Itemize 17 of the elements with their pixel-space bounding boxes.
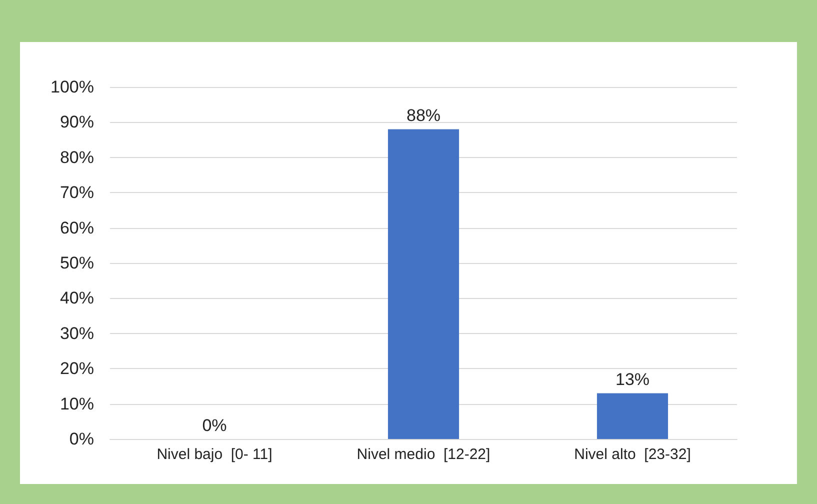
y-tick-label: 40% xyxy=(60,288,94,308)
x-tick-label: Nivel medio [12-22] xyxy=(356,446,490,463)
y-tick-label: 30% xyxy=(60,324,94,343)
y-tick-label: 50% xyxy=(60,254,94,272)
y-tick-label: 90% xyxy=(60,112,94,132)
data-label: 88% xyxy=(406,106,441,126)
y-tick-label: 10% xyxy=(60,394,94,414)
y-tick-label: 80% xyxy=(60,148,94,167)
data-label: 13% xyxy=(615,370,650,390)
x-tick-label: Nivel alto [23-32] xyxy=(574,446,691,463)
y-tick-label: 70% xyxy=(60,183,94,202)
y-tick-label: 60% xyxy=(60,218,94,238)
data-label: 0% xyxy=(202,416,227,435)
y-tick-label: 20% xyxy=(60,359,94,378)
y-tick-label: 0% xyxy=(69,430,94,448)
y-tick-label: 100% xyxy=(50,78,94,96)
x-tick-label: Nivel bajo [0- 11] xyxy=(156,446,272,463)
